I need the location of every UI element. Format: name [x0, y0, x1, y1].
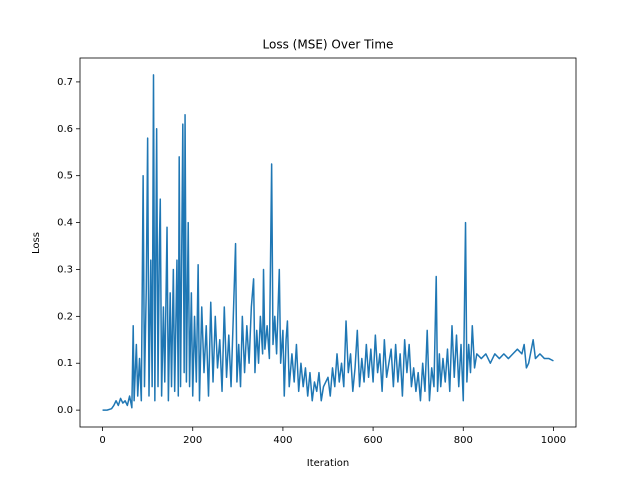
loss-line [102, 74, 554, 411]
y-tick-label: 0.7 [57, 77, 73, 88]
y-tick-label: 0.2 [57, 311, 73, 322]
x-axis-label: Iteration [307, 458, 349, 469]
x-tick-label: 800 [454, 435, 473, 446]
x-tick-label: 600 [364, 435, 383, 446]
y-tick-label: 0.6 [57, 124, 73, 135]
chart-title: Loss (MSE) Over Time [263, 38, 394, 52]
y-axis-label: Loss [31, 232, 42, 254]
y-tick-label: 0.4 [57, 218, 73, 229]
y-tick-label: 0.0 [57, 405, 73, 416]
plot-frame [79, 57, 577, 428]
x-tick-label: 400 [273, 435, 292, 446]
x-tick-label: 1000 [541, 435, 566, 446]
y-tick-label: 0.1 [57, 358, 73, 369]
y-tick-label: 0.5 [57, 171, 73, 182]
x-tick-label: 0 [99, 435, 105, 446]
x-tick-label: 200 [183, 435, 202, 446]
y-tick-label: 0.3 [57, 264, 73, 275]
